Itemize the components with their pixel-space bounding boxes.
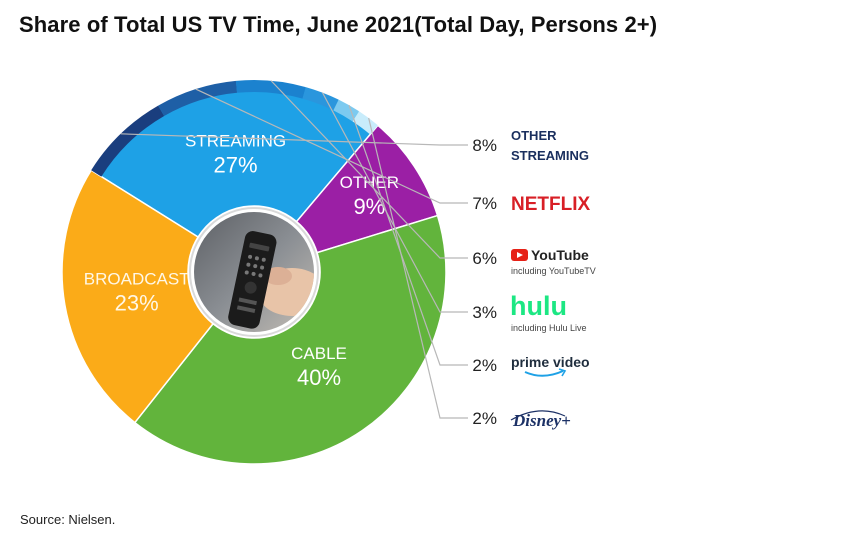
legend-label-line: STREAMING <box>511 148 589 163</box>
prime-video-logo: prime video <box>511 354 590 377</box>
legend-label: NETFLIX <box>511 194 590 215</box>
disney-arc-icon <box>510 410 566 421</box>
legend-label: hulu <box>510 291 567 321</box>
legend-label: Disney+ <box>512 411 571 430</box>
streaming-subslice-0 <box>91 105 165 177</box>
legend-label-line: OTHER <box>511 128 557 143</box>
youtube-logo: YouTube including YouTubeTV <box>511 247 596 276</box>
legend-value-2: 6% <box>472 249 497 268</box>
connector-line-2 <box>270 80 468 259</box>
connector-line-3 <box>321 92 468 313</box>
legend-value-4: 2% <box>472 356 497 375</box>
prime-smile-icon <box>524 370 564 377</box>
connector-line-0 <box>120 133 468 146</box>
legend-label: prime video <box>511 354 590 370</box>
prime-arrow-icon <box>558 368 567 377</box>
slice-value-other: 9% <box>353 194 385 219</box>
slice-value-streaming: 27% <box>214 152 258 177</box>
slice-value-broadcast: 23% <box>115 290 159 315</box>
chart-title: Share of Total US TV Time, June 2021(Tot… <box>19 12 658 37</box>
connector-lines <box>120 80 468 419</box>
source-note: Source: Nielsen. <box>20 512 116 527</box>
netflix-logo: NETFLIX <box>511 194 590 215</box>
connector-line-1 <box>195 88 468 204</box>
streaming-subslice-3 <box>302 87 339 111</box>
streaming-subslice-1 <box>158 80 238 117</box>
play-triangle-icon <box>517 252 523 258</box>
streaming-subslice-2 <box>235 79 306 99</box>
donut-slices <box>61 79 447 465</box>
slice-label-broadcast: BROADCAST <box>84 269 190 288</box>
connector-line-4 <box>348 104 468 366</box>
slice-label-streaming: STREAMING <box>185 131 286 150</box>
slice-value-cable: 40% <box>297 365 341 390</box>
legend-label: YouTube <box>531 247 589 263</box>
legend-sublabel: including Hulu Live <box>511 323 587 333</box>
legend-value-1: 7% <box>472 194 497 213</box>
legend-sublabel: including YouTubeTV <box>511 266 596 276</box>
hulu-logo: hulu including Hulu Live <box>510 291 587 333</box>
legend-value-3: 3% <box>472 303 497 322</box>
slice-label-cable: CABLE <box>291 344 347 363</box>
slice-labels: STREAMING 27% OTHER 9% CABLE 40% BROADCAST 23% <box>84 131 399 390</box>
slice-label-other: OTHER <box>340 173 400 192</box>
disney-plus-logo: Disney+ <box>510 410 571 430</box>
other-streaming-logo: OTHER STREAMING <box>511 128 589 163</box>
legend-value-0: 8% <box>472 136 497 155</box>
streaming-legend: 8% OTHER STREAMING 7% NETFLIX 6% YouTube includ… <box>472 128 595 430</box>
connector-line-5 <box>368 117 468 419</box>
center-photo <box>188 206 320 338</box>
legend-value-5: 2% <box>472 409 497 428</box>
